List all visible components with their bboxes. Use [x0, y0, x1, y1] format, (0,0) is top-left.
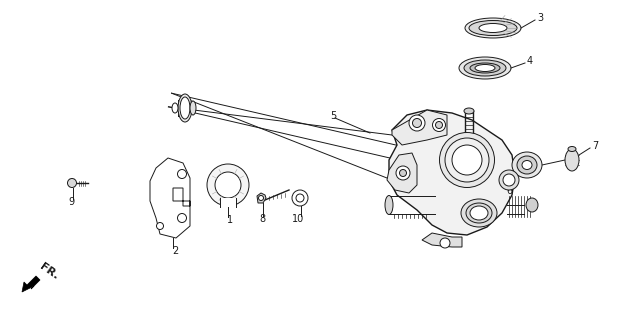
- Ellipse shape: [499, 170, 519, 190]
- Ellipse shape: [436, 122, 442, 129]
- Text: 7: 7: [592, 141, 598, 151]
- Ellipse shape: [215, 172, 241, 198]
- Text: 9: 9: [68, 197, 74, 207]
- Ellipse shape: [413, 118, 421, 127]
- Ellipse shape: [470, 63, 500, 73]
- Polygon shape: [150, 158, 190, 238]
- Ellipse shape: [565, 149, 579, 171]
- Ellipse shape: [464, 60, 506, 76]
- Ellipse shape: [172, 103, 178, 113]
- Ellipse shape: [67, 179, 77, 188]
- Ellipse shape: [466, 203, 492, 223]
- Ellipse shape: [190, 101, 196, 115]
- Text: 10: 10: [292, 214, 304, 224]
- Ellipse shape: [178, 94, 192, 122]
- Polygon shape: [392, 110, 447, 145]
- Polygon shape: [220, 198, 236, 207]
- Text: 4: 4: [527, 56, 533, 66]
- Ellipse shape: [465, 18, 521, 38]
- Ellipse shape: [464, 108, 474, 114]
- Polygon shape: [389, 110, 515, 235]
- Ellipse shape: [157, 222, 164, 229]
- Ellipse shape: [296, 194, 304, 202]
- Ellipse shape: [568, 147, 576, 151]
- Text: 8: 8: [259, 214, 265, 224]
- Text: 1: 1: [227, 215, 233, 225]
- Ellipse shape: [385, 196, 393, 214]
- Ellipse shape: [503, 174, 515, 186]
- Ellipse shape: [475, 65, 495, 71]
- Text: 5: 5: [330, 111, 336, 121]
- Polygon shape: [387, 153, 417, 193]
- Ellipse shape: [207, 164, 249, 206]
- Text: 6: 6: [506, 186, 512, 196]
- Polygon shape: [257, 193, 266, 203]
- Ellipse shape: [440, 238, 450, 248]
- Ellipse shape: [178, 170, 186, 179]
- Ellipse shape: [512, 152, 542, 178]
- Ellipse shape: [180, 97, 190, 119]
- Ellipse shape: [396, 166, 410, 180]
- Text: 3: 3: [537, 13, 543, 23]
- Text: 2: 2: [172, 246, 178, 256]
- Ellipse shape: [526, 198, 538, 212]
- Ellipse shape: [259, 196, 263, 201]
- Ellipse shape: [522, 161, 532, 170]
- Ellipse shape: [409, 115, 425, 131]
- Ellipse shape: [178, 213, 186, 222]
- Polygon shape: [422, 233, 462, 247]
- Ellipse shape: [439, 132, 494, 188]
- Ellipse shape: [461, 199, 497, 227]
- Ellipse shape: [469, 20, 517, 36]
- Ellipse shape: [517, 156, 537, 174]
- Ellipse shape: [433, 118, 445, 132]
- Polygon shape: [22, 276, 40, 292]
- Ellipse shape: [452, 145, 482, 175]
- Ellipse shape: [470, 206, 488, 220]
- Text: FR.: FR.: [38, 261, 60, 281]
- Ellipse shape: [292, 190, 308, 206]
- Ellipse shape: [479, 23, 507, 33]
- Ellipse shape: [459, 57, 511, 79]
- Ellipse shape: [399, 170, 407, 177]
- Ellipse shape: [445, 138, 489, 182]
